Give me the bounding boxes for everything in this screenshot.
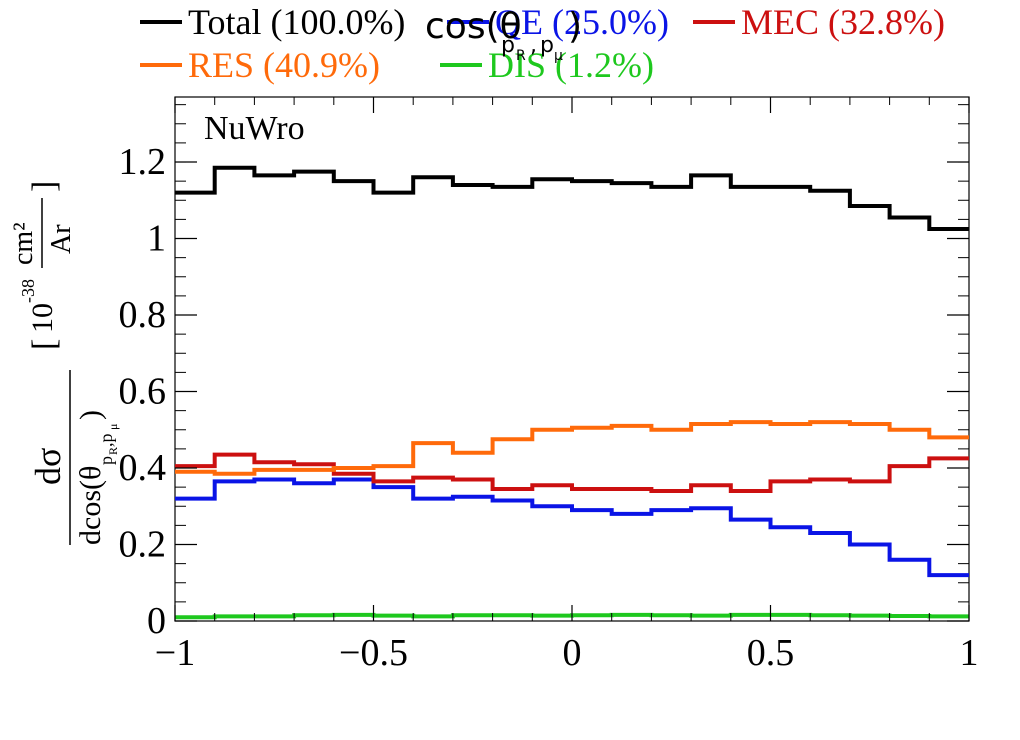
ylabel-numerator: dσ [28,448,68,485]
ylabel-unit-bracket-close: ] [26,181,63,192]
ylabel-denominator-sub-comma: ,p [96,434,116,448]
title-sub-pmu: p [540,33,554,58]
y-tick-label: 0.6 [119,371,167,413]
y-tick-label: 0.2 [119,524,167,566]
histograms [175,165,969,620]
chart-title: cos(θ p R , p μ ) [425,6,582,64]
y-tick-label: 1 [147,218,166,260]
legend-label-dis: DIS (1.2%) [488,45,654,85]
ylabel-denominator-sub-r: R [106,447,120,455]
legend-label-mec: MEC (32.8%) [741,2,945,42]
ylabel-denominator-prefix: dcos(θ [74,466,107,545]
y-tick-label: 0.8 [119,294,167,336]
series-line-qe [175,477,969,578]
ylabel-denominator-close: ) [74,410,107,420]
series-line-res [175,420,969,476]
ylabel-unit-numerator: cm² [8,222,39,265]
x-tick-label: 0.5 [747,632,795,674]
ylabel-unit-bracket-open: [ [26,339,63,350]
legend-label-qe: QE (25.0%) [495,2,669,42]
legend: Total (100.0%) QE (25.0%) MEC (32.8%) RES (… [140,2,945,85]
ylabel-unit-prefix: 10 [26,303,59,333]
ylabel-denominator-sub: p [96,456,116,465]
ylabel-unit-exponent: -38 [18,279,38,303]
ylabel-unit-denominator: Ar [46,224,77,254]
title-cos: cos(θ [425,6,522,47]
x-axis: −1 −0.5 0 0.5 1 [155,97,979,674]
series-line-mec [175,452,969,493]
x-tick-label: 0 [563,632,582,674]
series-line-total [175,165,969,231]
y-axis-label: dσ dcos(θ p R ,p μ ) [ 10 -38 cm² Ar ] [8,181,120,545]
title-sub-r: R [516,48,526,64]
generator-label: NuWro [204,110,305,147]
y-tick-label: 0.4 [119,447,167,489]
title-sub-mu: μ [554,48,563,64]
y-tick-label: 0 [147,600,166,642]
x-tick-label: −0.5 [339,632,408,674]
x-tick-label: −1 [155,632,195,674]
y-axis: 0 0.2 0.4 0.6 0.8 1 1.2 [119,104,969,642]
legend-label-total: Total (100.0%) [188,2,405,42]
y-tick-label: 1.2 [119,141,167,183]
ylabel-denominator-sub-mu: μ [106,424,120,430]
title-sub-pr: p [501,33,515,58]
x-tick-label: 1 [960,632,979,674]
title-close: ) [568,6,582,47]
legend-label-res: RES (40.9%) [188,45,380,85]
title-sub-comma: , [530,33,537,58]
